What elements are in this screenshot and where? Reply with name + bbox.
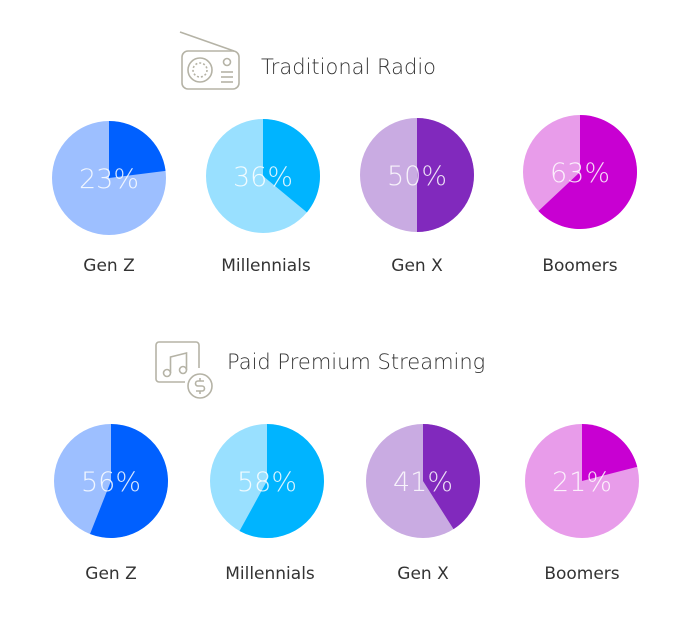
pie-value-label: 41% (393, 467, 453, 498)
category-label-boomers: Boomers (544, 564, 619, 584)
section-title-streaming: Paid Premium Streaming (227, 350, 486, 374)
pie-value-label: 58% (237, 467, 297, 498)
pie-value-label: 23% (79, 164, 139, 195)
pie-value-label: 56% (81, 467, 141, 498)
pie-slice-boomers (582, 424, 638, 481)
pie-slice-millennials (263, 119, 320, 213)
category-label-millennials: Millennials (225, 564, 315, 584)
pie-value-label: 36% (233, 162, 293, 193)
pie-slice-gen-x (423, 424, 480, 530)
pie-slice-boomers (538, 115, 637, 229)
category-label-gen-x: Gen X (391, 256, 443, 276)
pie-slice-millennials (239, 424, 324, 538)
pie-slice-gen-x (417, 118, 474, 232)
radio-icon (179, 31, 240, 90)
pie-value-label: 50% (387, 161, 447, 192)
category-label-millennials: Millennials (221, 256, 311, 276)
pie-value-label: 63% (550, 158, 610, 189)
pie-value-label: 21% (552, 467, 612, 498)
category-label-gen-z: Gen Z (85, 564, 136, 584)
pie-slice-gen-z (109, 121, 166, 178)
category-label-boomers: Boomers (542, 256, 617, 276)
category-label-gen-x: Gen X (397, 564, 449, 584)
category-label-gen-z: Gen Z (83, 256, 134, 276)
music-dollar-icon (155, 341, 213, 399)
pie-slice-gen-z (90, 423, 169, 538)
section-title-radio: Traditional Radio (261, 55, 437, 79)
